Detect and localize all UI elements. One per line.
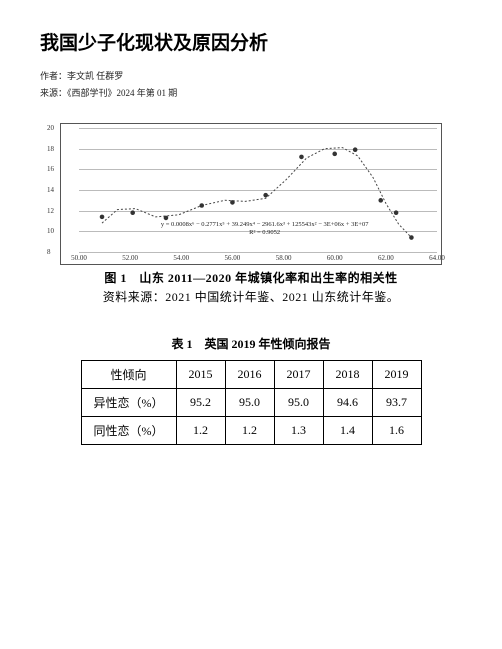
regression-formula: y = 0.0008x⁶ − 0.2771x⁵ + 39.249x⁴ − 296… — [161, 221, 369, 237]
formula-line-1: y = 0.0008x⁶ − 0.2771x⁵ + 39.249x⁴ − 296… — [161, 221, 369, 229]
table-cell: 1.3 — [274, 417, 323, 445]
data-point — [100, 215, 105, 220]
y-tick-label: 14 — [47, 186, 54, 194]
table-cell: 异性恋（%） — [81, 389, 176, 417]
correlation-chart: y = 0.0008x⁶ − 0.2771x⁵ + 39.249x⁴ − 296… — [60, 123, 442, 265]
table-header-cell: 2015 — [176, 361, 225, 389]
y-tick-label: 12 — [47, 207, 54, 215]
y-tick-label: 18 — [47, 145, 54, 153]
author-line: 作者：李文凯 任群罗 — [40, 69, 462, 82]
x-tick-label: 54.00 — [173, 254, 189, 262]
orientation-table: 性倾向20152016201720182019 异性恋（%）95.295.095… — [81, 360, 422, 445]
table-header-cell: 性倾向 — [81, 361, 176, 389]
y-tick-label: 10 — [47, 227, 54, 235]
x-tick-label: 56.00 — [225, 254, 241, 262]
x-tick-label: 62.00 — [378, 254, 394, 262]
data-point — [378, 198, 383, 203]
table-cell: 1.2 — [176, 417, 225, 445]
data-point — [332, 152, 337, 157]
formula-line-2: R² = 0.9052 — [161, 229, 369, 237]
table-cell: 1.2 — [225, 417, 274, 445]
data-point — [199, 203, 204, 208]
figure-source: 资料来源：2021 中国统计年鉴、2021 山东统计年鉴。 — [40, 288, 462, 305]
data-point — [394, 210, 399, 215]
data-point — [263, 193, 268, 198]
x-tick-label: 64.00 — [429, 254, 445, 262]
table-row: 同性恋（%）1.21.21.31.41.6 — [81, 417, 421, 445]
y-tick-label: 20 — [47, 124, 54, 132]
figure-caption-text: 山东 2011—2020 年城镇化率和出生率的相关性 — [139, 271, 397, 285]
table-cell: 1.4 — [323, 417, 372, 445]
figure-caption: 图 1 山东 2011—2020 年城镇化率和出生率的相关性 — [40, 269, 462, 286]
table-cell: 1.6 — [372, 417, 421, 445]
data-point — [230, 200, 235, 205]
y-tick-label: 8 — [47, 248, 51, 256]
data-point — [353, 147, 358, 152]
table-row: 异性恋（%）95.295.095.094.693.7 — [81, 389, 421, 417]
x-tick-label: 52.00 — [122, 254, 138, 262]
y-tick-label: 16 — [47, 165, 54, 173]
table-header-cell: 2017 — [274, 361, 323, 389]
data-point — [130, 210, 135, 215]
table-cell: 95.0 — [274, 389, 323, 417]
table-header-cell: 2016 — [225, 361, 274, 389]
table-header-cell: 2018 — [323, 361, 372, 389]
x-tick-label: 58.00 — [276, 254, 292, 262]
figure-caption-number: 图 1 — [104, 271, 127, 285]
table-cell: 同性恋（%） — [81, 417, 176, 445]
table-cell: 95.0 — [225, 389, 274, 417]
table-caption: 表 1 英国 2019 年性倾向报告 — [40, 335, 462, 352]
data-point — [409, 235, 414, 240]
x-tick-label: 60.00 — [327, 254, 343, 262]
table-header-cell: 2019 — [372, 361, 421, 389]
page-title: 我国少子化现状及原因分析 — [40, 28, 462, 55]
x-tick-label: 50.00 — [71, 254, 87, 262]
y-gridline — [79, 252, 437, 253]
table-cell: 94.6 — [323, 389, 372, 417]
table-cell: 95.2 — [176, 389, 225, 417]
data-point — [299, 155, 304, 160]
source-line: 来源：《西部学刊》2024 年第 01 期 — [40, 86, 462, 99]
table-cell: 93.7 — [372, 389, 421, 417]
data-point — [164, 216, 169, 221]
